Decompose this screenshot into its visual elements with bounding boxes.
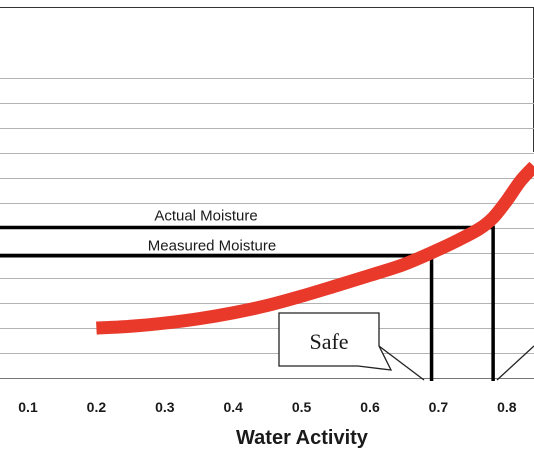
safe-callout: Safe bbox=[278, 312, 534, 381]
series-line bbox=[96, 161, 534, 335]
actual-moisture-line bbox=[0, 225, 495, 381]
plot-frame bbox=[0, 7, 534, 379]
safe-callout-box bbox=[278, 312, 393, 371]
safe-callout-pointer bbox=[378, 345, 425, 381]
second-callout-pointer bbox=[496, 345, 534, 381]
actual-moisture-label: Actual Moisture bbox=[154, 208, 257, 225]
series-curve bbox=[96, 161, 534, 335]
x-tick-label: 0.5 bbox=[292, 399, 312, 415]
gridlines bbox=[0, 78, 534, 354]
x-tick-label: 0.8 bbox=[497, 399, 517, 415]
x-tick-label: 0.3 bbox=[155, 399, 175, 415]
x-tick-labels: 0.1 0.2 0.3 0.4 0.5 0.6 0.7 0.8 bbox=[18, 399, 516, 415]
x-tick-label: 0.2 bbox=[87, 399, 107, 415]
safe-callout-label: Safe bbox=[309, 329, 348, 354]
x-tick-label: 0.6 bbox=[360, 399, 380, 415]
x-tick-label: 0.1 bbox=[18, 399, 38, 415]
x-tick-label: 0.7 bbox=[429, 399, 449, 415]
measured-moisture-label: Measured Moisture bbox=[148, 238, 276, 255]
moisture-guides: Actual Moisture Measured Moisture bbox=[0, 208, 495, 381]
x-tick-label: 0.4 bbox=[223, 399, 243, 415]
x-axis-title: Water Activity bbox=[236, 427, 369, 449]
